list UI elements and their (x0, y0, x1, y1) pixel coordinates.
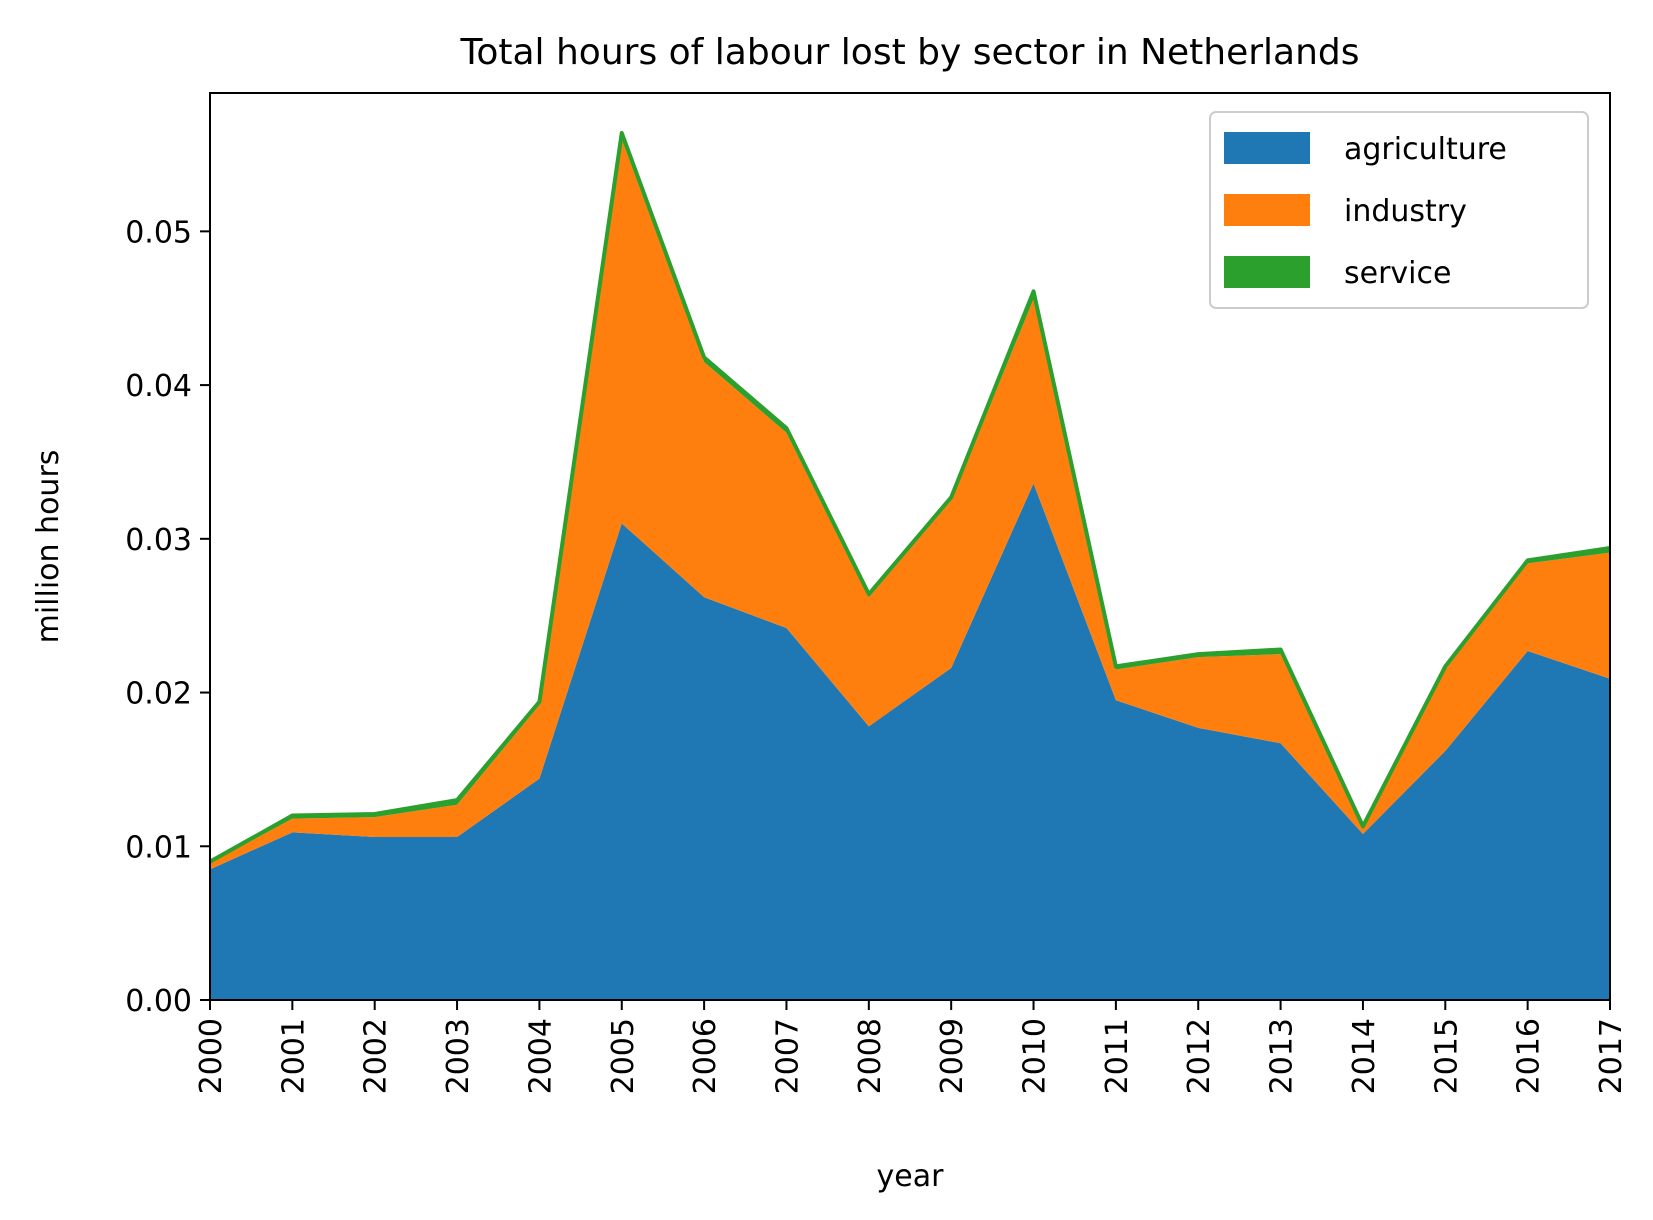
x-tick-label: 2013 (1265, 1018, 1300, 1094)
x-tick-label: 2006 (688, 1018, 723, 1094)
x-tick-label: 2007 (770, 1018, 805, 1094)
y-axis-label: million hours (31, 450, 66, 644)
legend-label-industry: industry (1344, 194, 1467, 229)
area-industry (210, 139, 1610, 870)
y-tick-label: 0.03 (125, 523, 192, 558)
x-tick-label: 2012 (1182, 1018, 1217, 1094)
x-tick-label: 2005 (606, 1018, 641, 1094)
x-tick-label: 2001 (276, 1018, 311, 1094)
area-agriculture (210, 483, 1610, 1000)
x-tick-label: 2014 (1347, 1018, 1382, 1094)
y-tick-label: 0.00 (125, 984, 192, 1019)
legend: agriculture industry service (1209, 111, 1589, 309)
y-tick-label: 0.04 (125, 369, 192, 404)
x-tick-label: 2002 (359, 1018, 394, 1094)
x-tick-label: 2003 (441, 1018, 476, 1094)
chart-title: Total hours of labour lost by sector in … (459, 32, 1359, 73)
plot-frame (209, 92, 1611, 1001)
legend-swatch-industry (1224, 194, 1310, 226)
x-tick-label: 2000 (194, 1018, 229, 1094)
y-tick-label: 0.05 (125, 215, 192, 250)
x-tick-label: 2011 (1100, 1018, 1135, 1094)
line-service (209, 130, 1611, 864)
x-axis-label: year (877, 1159, 945, 1194)
legend-label-service: service (1344, 256, 1451, 291)
x-tick-label: 2017 (1594, 1018, 1629, 1094)
y-axis: 0.00 0.01 0.02 0.03 0.04 0.05 (125, 215, 210, 1019)
y-tick-label: 0.01 (125, 830, 192, 865)
x-axis: 2000 2001 2002 2003 2004 2005 2006 2007 2008 2009… (194, 1000, 1629, 1094)
x-tick-label: 2004 (523, 1018, 558, 1094)
x-tick-label: 2008 (853, 1018, 888, 1094)
x-tick-label: 2009 (935, 1018, 970, 1094)
legend-swatch-service (1224, 256, 1310, 288)
x-tick-label: 2016 (1512, 1018, 1547, 1094)
area-layers (210, 132, 1610, 1000)
x-tick-label: 2015 (1429, 1018, 1464, 1094)
legend-label-agriculture: agriculture (1344, 132, 1507, 167)
series-lines (209, 130, 1611, 864)
x-tick-label: 2010 (1018, 1018, 1053, 1094)
y-tick-label: 0.02 (125, 677, 192, 712)
legend-swatch-agriculture (1224, 132, 1310, 164)
